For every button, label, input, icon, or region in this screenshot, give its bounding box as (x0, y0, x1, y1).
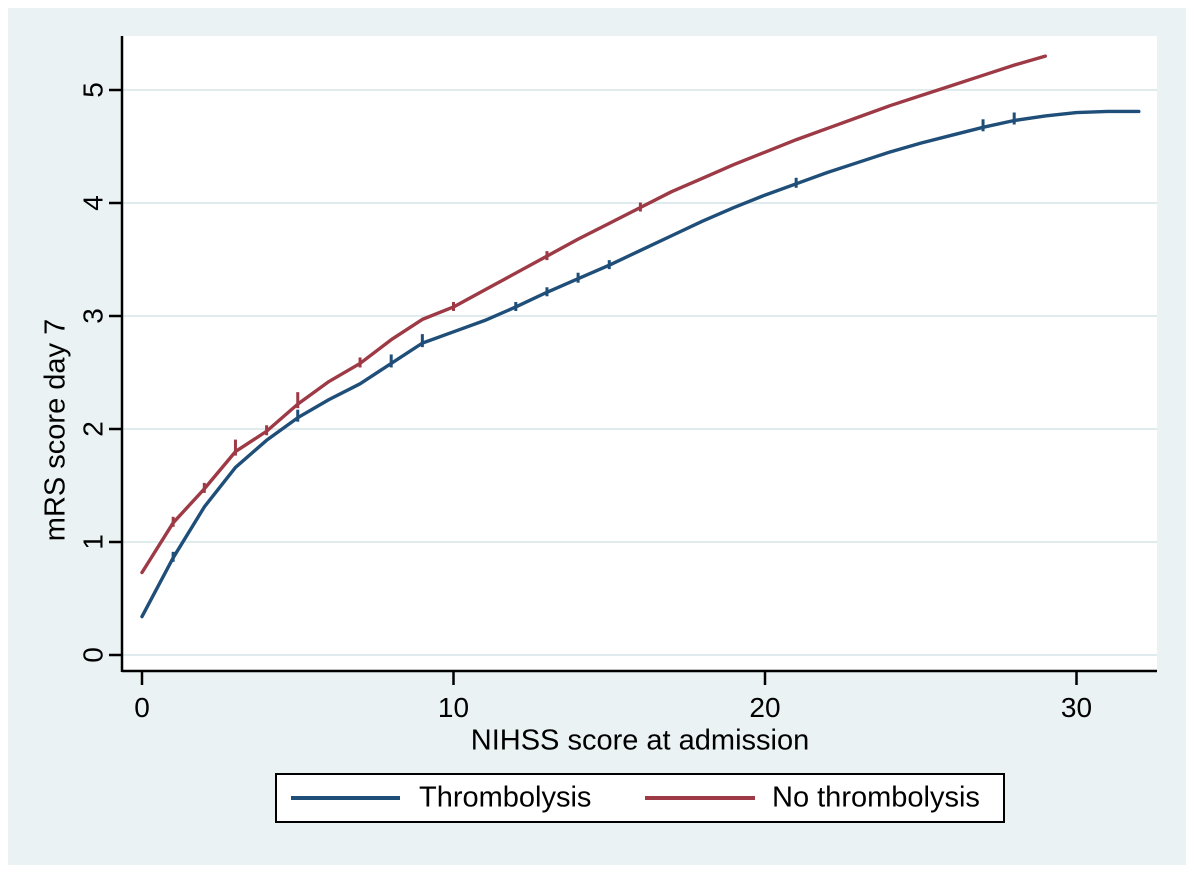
series-line-thrombolysis (140, 109, 1141, 619)
y-tick-label-0: 0 (78, 647, 109, 663)
y-tick-label-3: 3 (78, 308, 109, 324)
y-tick-label-4: 4 (78, 195, 109, 211)
series-line-no-thrombolysis (140, 54, 1048, 575)
legend: Thrombolysis No thrombolysis (275, 773, 1005, 823)
x-tick-label-30: 30 (1061, 692, 1092, 723)
y-axis-title: mRS score day 7 (39, 318, 72, 542)
x-tick-label-20: 20 (749, 692, 780, 723)
legend-label-thrombolysis: Thrombolysis (419, 781, 592, 814)
y-tick-label-2: 2 (78, 421, 109, 437)
legend-swatch-thrombolysis (291, 796, 400, 800)
y-tick-label-1: 1 (78, 534, 109, 550)
legend-swatch-no-thrombolysis (645, 796, 755, 800)
legend-label-no-thrombolysis: No thrombolysis (772, 781, 980, 814)
x-axis-title: NIHSS score at admission (470, 724, 810, 757)
y-tick-label-5: 5 (78, 82, 109, 98)
x-tick-label-0: 0 (134, 692, 150, 723)
x-tick-label-10: 10 (438, 692, 469, 723)
plot-area (122, 36, 1157, 672)
